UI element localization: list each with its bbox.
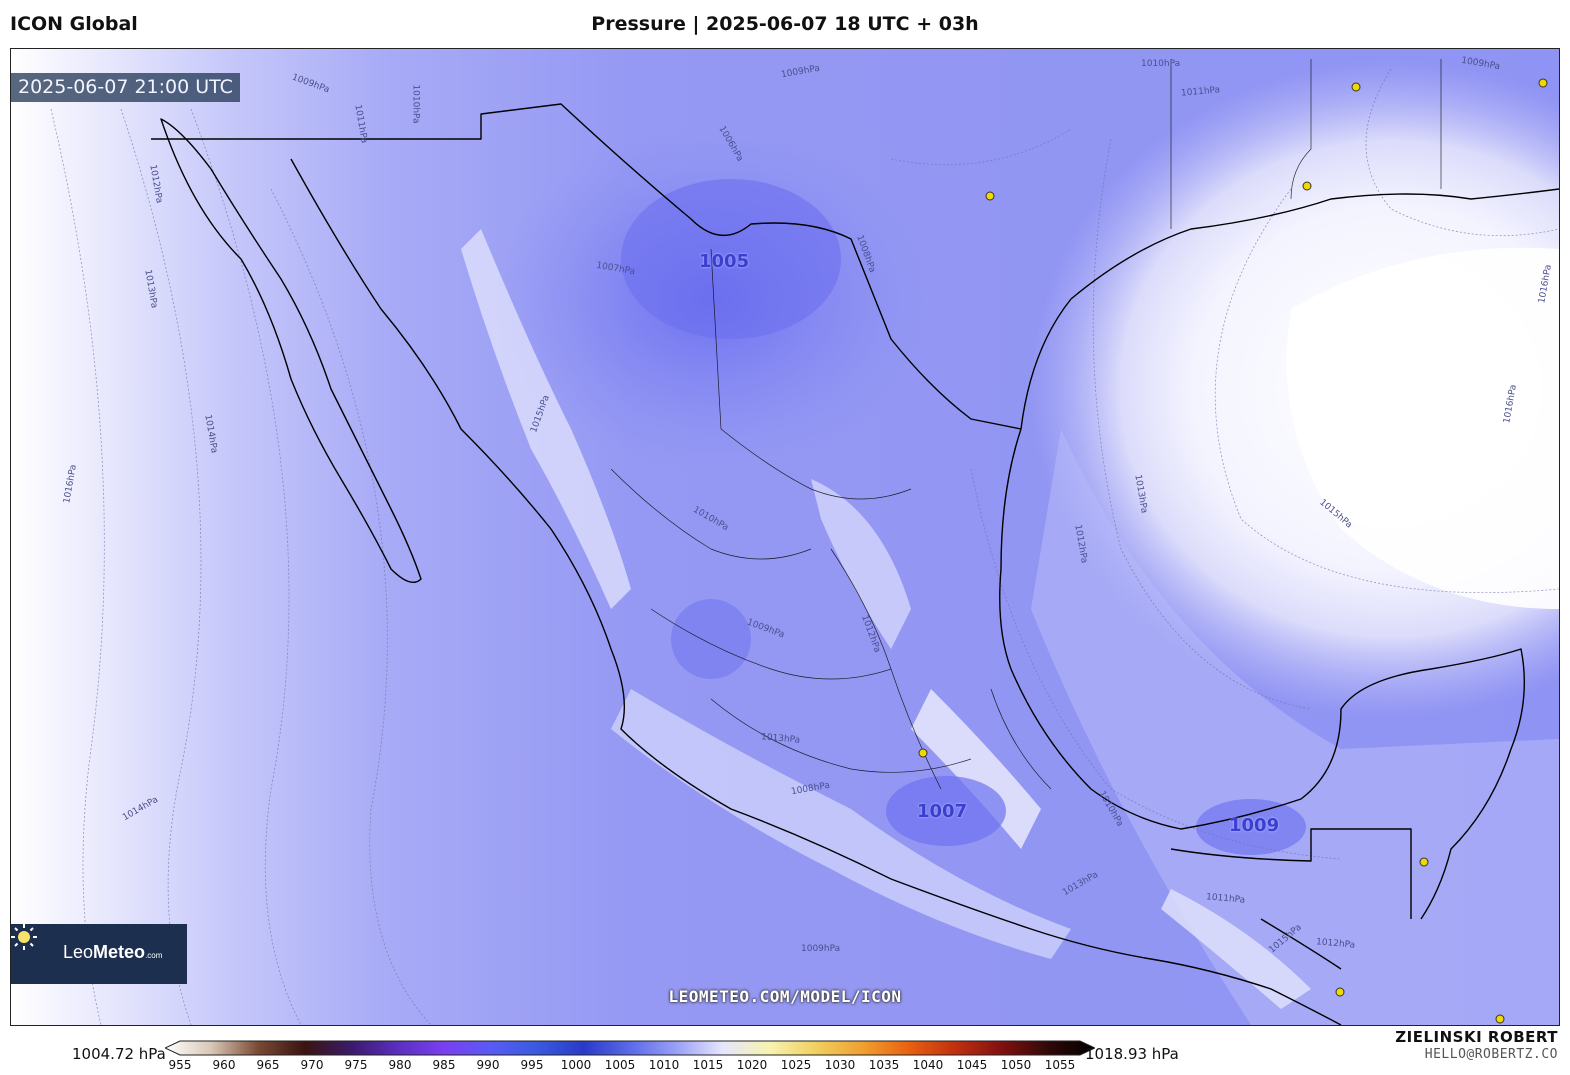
colorbar-min-label: 1004.72 hPa [72, 1045, 166, 1063]
pressure-map[interactable]: 1009hPa 1010hPa 1011hPa 1012hPa 1013hPa … [10, 48, 1560, 1026]
colorbar-tick-label: 1050 [1000, 1058, 1032, 1072]
colorbar-tick-label: 1025 [780, 1058, 812, 1072]
colorbar-tick-label: 1020 [736, 1058, 768, 1072]
colorbar-tick-label: 1035 [868, 1058, 900, 1072]
colorbar-tick-label: 990 [476, 1058, 500, 1072]
low-pressure-label: 1007 [917, 801, 968, 822]
colorbar-tick-label: 1040 [912, 1058, 944, 1072]
colorbar-tick-label: 1055 [1044, 1058, 1076, 1072]
colorbar [165, 1040, 1095, 1056]
leometeo-logo[interactable]: LeoMeteo.com [11, 924, 187, 984]
colorbar-tick-label: 1030 [824, 1058, 856, 1072]
chart-title: Pressure | 2025-06-07 18 UTC + 03h [591, 13, 979, 35]
colorbar-tick-label: 1000 [560, 1058, 592, 1072]
contour-label: 1010hPa [1141, 59, 1181, 69]
colorbar-tick-label: 980 [388, 1058, 412, 1072]
colorbar-tick-label: 960 [212, 1058, 236, 1072]
colorbar-max-label: 1018.93 hPa [1085, 1045, 1179, 1063]
contour-label: 1009hPa [801, 944, 841, 954]
colorbar-tick-label: 1045 [956, 1058, 988, 1072]
pressure-field [11, 49, 1559, 1025]
colorbar-tick-label: 955 [168, 1058, 192, 1072]
colorbar-tick-label: 995 [520, 1058, 544, 1072]
contour-label: 1010hPa [410, 84, 421, 124]
model-name: ICON Global [10, 13, 138, 35]
colorbar-tick-label: 965 [256, 1058, 280, 1072]
colorbar-tick-label: 970 [300, 1058, 324, 1072]
valid-time-badge: 2025-06-07 21:00 UTC [11, 73, 240, 102]
colorbar-tick-label: 1010 [648, 1058, 680, 1072]
author-credit: ZIELINSKI ROBERT [1395, 1028, 1558, 1046]
logo-wordmark: LeoMeteo.com [63, 942, 163, 962]
source-url: LEOMETEO.COM/MODEL/ICON [668, 987, 902, 1006]
sun-icon [11, 924, 37, 950]
low-pressure-label: 1009 [1229, 815, 1280, 836]
colorbar-tick-label: 975 [344, 1058, 368, 1072]
low-pressure-label: 1005 [699, 251, 750, 272]
colorbar-tick-label: 1015 [692, 1058, 724, 1072]
colorbar-tick-label: 985 [432, 1058, 456, 1072]
colorbar-ticks: 955 960 965 970 975 980 985 990 995 1000 1005 1010 1… [169, 1058, 1076, 1074]
colorbar-tick-label: 1005 [604, 1058, 636, 1072]
author-email[interactable]: HELLO@ROBERTZ.CO [1424, 1047, 1558, 1062]
